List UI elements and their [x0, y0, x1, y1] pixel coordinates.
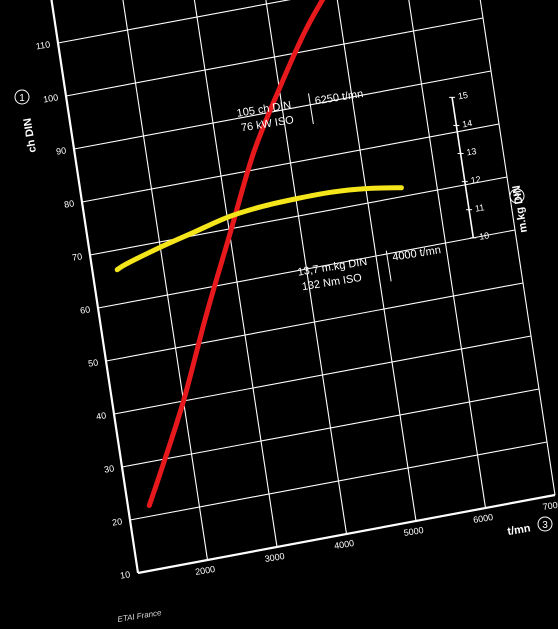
- grid-line-horizontal: [105, 282, 524, 362]
- grid-line-horizontal: [65, 17, 484, 97]
- left-y-tick-label: 30: [103, 463, 114, 474]
- left-axis-marker: 1: [19, 93, 25, 104]
- left-y-axis-line: [50, 0, 140, 574]
- x-tick-label: 4000: [333, 538, 354, 551]
- grid-line-horizontal: [97, 229, 516, 309]
- left-y-tick-label: 50: [87, 357, 98, 368]
- power-annotation-divider: [308, 93, 314, 125]
- series: [114, 0, 404, 508]
- right-y-tick-label: 14: [461, 118, 472, 129]
- right-axis-marker: 2: [514, 192, 520, 203]
- x-axis-line: [137, 493, 556, 575]
- left-axis-marker-circle: [14, 89, 30, 105]
- grid-line-horizontal: [121, 388, 540, 468]
- right-y-axis-line: [451, 97, 475, 238]
- left-y-tick-label: 10: [119, 569, 130, 580]
- x-tick-label: 2000: [194, 564, 215, 577]
- grid-line-horizontal: [89, 176, 508, 256]
- tick-labels: 2000 3000 4000 5000 6000 7000 10 20 30 40 50 60 70 80…: [35, 39, 558, 580]
- left-axis-title-group: ch DIN 1: [14, 89, 39, 153]
- x-tick-label: 5000: [403, 525, 424, 538]
- grid-line-vertical: [408, 0, 487, 509]
- right-y-tick-label: 15: [457, 90, 468, 101]
- grid-line-horizontal: [81, 123, 500, 203]
- right-y-tick-label: 13: [466, 146, 477, 157]
- grid-line-vertical: [336, 0, 417, 522]
- right-y-tick-label: 10: [478, 230, 489, 241]
- x-axis-marker: 3: [542, 520, 548, 531]
- x-tick-label: 6000: [472, 512, 493, 525]
- left-y-tick-label: 100: [42, 92, 58, 104]
- left-y-tick-label: 80: [63, 198, 74, 209]
- right-axis-marker-circle: [509, 188, 525, 204]
- left-y-tick-label: 70: [71, 251, 82, 262]
- grid-line-vertical: [193, 0, 278, 548]
- x-tick-label: 3000: [264, 551, 285, 564]
- right-y-tick-label: 11: [474, 202, 485, 213]
- left-axis-title: ch DIN: [22, 117, 39, 153]
- left-y-tick-label: 90: [55, 145, 66, 156]
- grid-line-horizontal: [57, 0, 291, 44]
- right-y-tick-label: 12: [470, 174, 481, 185]
- x-axis-title-group: t/mn 3: [507, 516, 553, 538]
- torque-annotation-divider: [385, 250, 392, 282]
- power-curve: [146, 0, 326, 508]
- grid-line-vertical: [122, 0, 209, 561]
- left-y-tick-label: 110: [35, 39, 51, 51]
- x-tick-label: 7000: [542, 499, 558, 512]
- left-y-tick-label: 20: [111, 516, 122, 527]
- grid-line-horizontal: [73, 70, 492, 150]
- x-axis-marker-circle: [537, 516, 553, 532]
- grid-line-horizontal: [129, 441, 548, 521]
- axes: [50, 0, 556, 575]
- left-y-tick-label: 40: [95, 410, 106, 421]
- grid-line-vertical: [479, 0, 556, 496]
- torque-curve: [114, 185, 404, 273]
- grid-line-vertical: [265, 0, 348, 535]
- x-axis-title: t/mn: [507, 522, 532, 538]
- left-y-tick-label: 60: [79, 304, 90, 315]
